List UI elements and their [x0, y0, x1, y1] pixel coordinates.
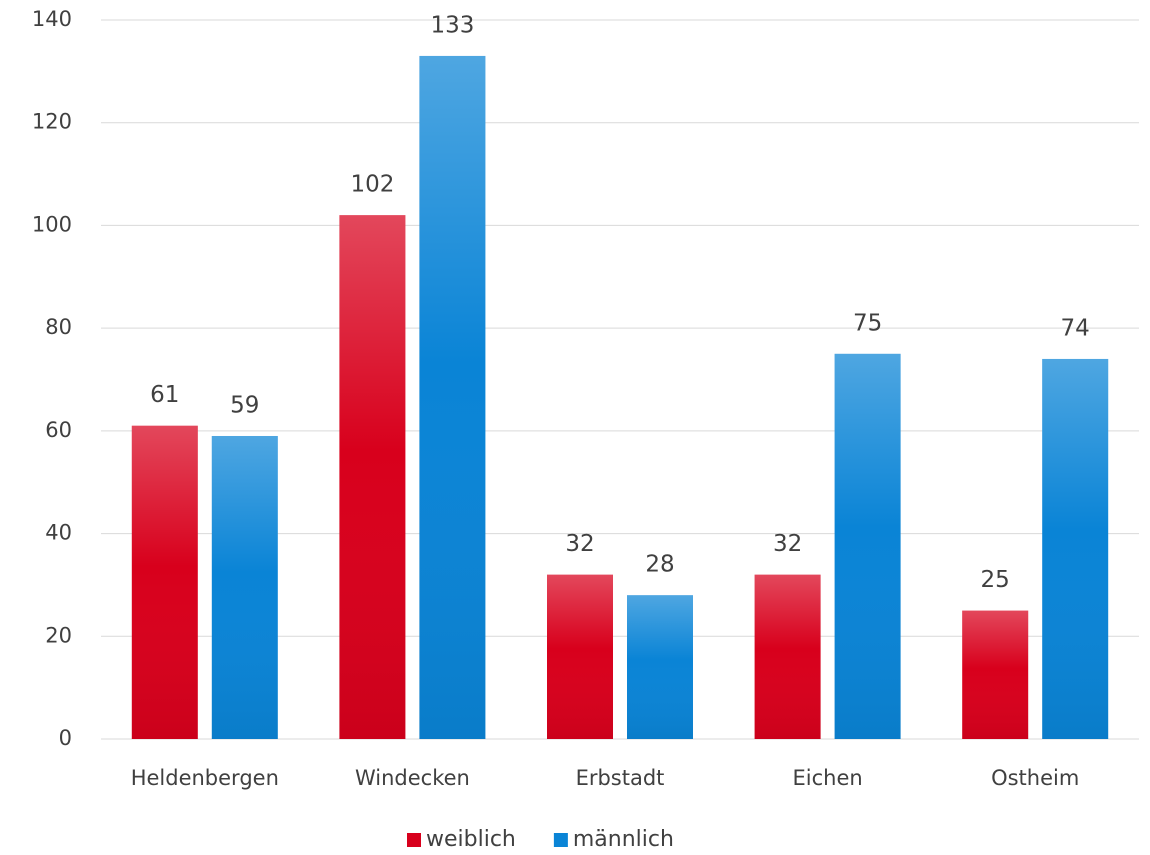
- bar-shine: [754, 574, 821, 739]
- data-label: 102: [350, 172, 394, 198]
- x-tick-label: Erbstadt: [576, 766, 665, 790]
- data-label: 74: [1061, 315, 1090, 341]
- legend-swatch: [553, 833, 568, 847]
- bar-shine: [627, 595, 693, 739]
- y-tick-label: 120: [32, 110, 72, 134]
- bar-shine: [419, 55, 486, 739]
- data-label: 32: [565, 531, 594, 557]
- y-tick-label: 60: [45, 418, 72, 442]
- data-label: 59: [230, 392, 259, 418]
- y-tick-label: 40: [45, 521, 72, 545]
- y-tick-label: 140: [32, 7, 72, 31]
- bar-shine: [962, 610, 1029, 739]
- legend-label: männlich: [573, 827, 674, 852]
- legend-label: weiblich: [426, 827, 516, 852]
- x-tick-label: Heldenbergen: [131, 766, 279, 790]
- x-tick-label: Eichen: [792, 766, 862, 790]
- legend-swatch: [407, 833, 421, 847]
- bar-shine: [131, 425, 198, 739]
- data-label: 75: [853, 310, 882, 336]
- bar-shine: [339, 215, 406, 739]
- bar-shine: [834, 353, 901, 739]
- bar-shine: [547, 574, 613, 739]
- x-tick-label: Ostheim: [991, 766, 1079, 790]
- data-label: 133: [430, 12, 474, 38]
- data-label: 28: [645, 552, 674, 578]
- bar-shine: [1042, 358, 1109, 739]
- x-tick-label: Windecken: [355, 766, 470, 790]
- data-label: 32: [773, 531, 802, 557]
- y-tick-label: 0: [59, 726, 72, 750]
- y-tick-label: 20: [45, 623, 72, 647]
- data-label: 61: [150, 382, 179, 408]
- y-tick-label: 80: [45, 315, 72, 339]
- data-label: 25: [981, 567, 1010, 593]
- y-tick-label: 100: [32, 212, 72, 236]
- bar-shine: [211, 435, 278, 739]
